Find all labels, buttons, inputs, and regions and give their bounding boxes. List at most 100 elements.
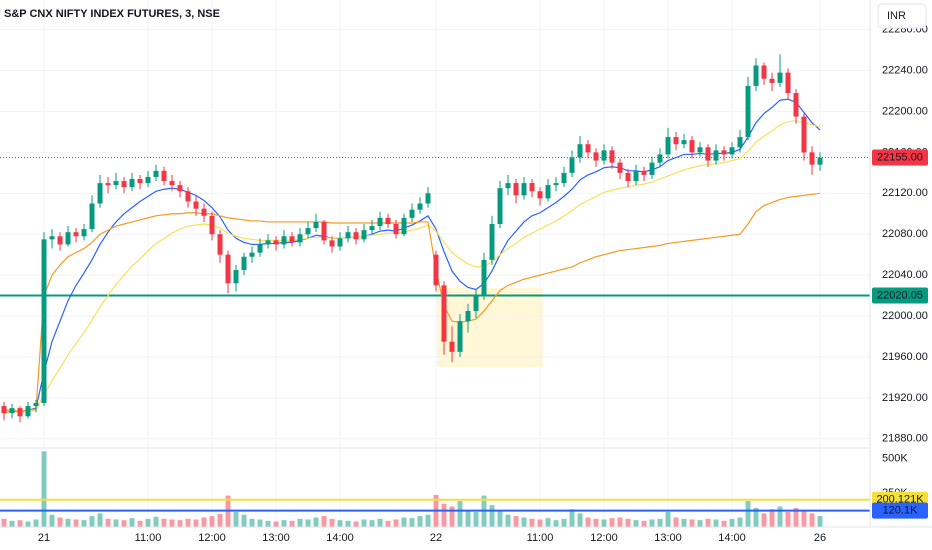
volume-bar bbox=[185, 518, 191, 527]
volume-bar bbox=[521, 517, 527, 527]
candle-body bbox=[281, 236, 287, 245]
candle-body bbox=[113, 181, 119, 186]
volume-bar bbox=[529, 518, 535, 527]
candle-body bbox=[729, 147, 735, 155]
y-tick-label: 22000.00 bbox=[882, 310, 928, 322]
candle-body bbox=[577, 144, 583, 158]
volume-bar bbox=[633, 520, 639, 527]
volume-bar bbox=[265, 520, 271, 527]
candle-body bbox=[153, 170, 159, 177]
candle-body bbox=[449, 341, 455, 352]
x-tick-label: 11:00 bbox=[135, 532, 162, 544]
y-tick-label: 21960.00 bbox=[882, 351, 928, 363]
volume-bar bbox=[385, 520, 391, 527]
candle-body bbox=[129, 178, 135, 188]
volume-bar bbox=[209, 516, 215, 527]
volume-bar bbox=[705, 518, 711, 527]
volume-bar bbox=[625, 518, 631, 527]
candle-body bbox=[785, 72, 791, 94]
candle-body bbox=[177, 185, 183, 192]
volume-bar bbox=[585, 517, 591, 527]
candle-body bbox=[689, 140, 695, 153]
volume-tick-label: 500K bbox=[882, 453, 908, 465]
candle-body bbox=[193, 201, 199, 209]
candle-body bbox=[745, 85, 751, 138]
volume-bar bbox=[513, 516, 519, 527]
volume-bar bbox=[105, 518, 111, 527]
volume-bar bbox=[681, 518, 687, 527]
volume-bar bbox=[137, 520, 143, 527]
y-tick-label: 22080.00 bbox=[882, 228, 928, 240]
candle-body bbox=[457, 321, 463, 352]
volume-bar bbox=[737, 517, 743, 527]
currency-button[interactable] bbox=[877, 3, 927, 29]
volume-bar bbox=[129, 518, 135, 527]
volume-bar bbox=[121, 520, 127, 527]
candle-body bbox=[145, 176, 151, 184]
candle-body bbox=[1, 406, 7, 414]
volume-bar bbox=[785, 512, 791, 527]
volume-bar bbox=[289, 520, 295, 527]
volume-bar bbox=[689, 519, 695, 527]
volume-bar bbox=[145, 518, 151, 527]
volume-bar bbox=[601, 519, 607, 527]
candle-body bbox=[673, 137, 679, 145]
candle-body bbox=[497, 188, 503, 224]
candle-body bbox=[201, 208, 207, 216]
volume-bar bbox=[273, 521, 279, 527]
candle-body bbox=[209, 215, 215, 235]
candle-body bbox=[513, 183, 519, 196]
candle-body bbox=[553, 183, 559, 186]
volume-bar bbox=[753, 507, 759, 527]
candle-body bbox=[441, 285, 447, 342]
y-tick-label: 22200.00 bbox=[882, 105, 928, 117]
x-tick-label: 22 bbox=[430, 532, 442, 544]
candle-body bbox=[225, 254, 231, 284]
volume-bar bbox=[153, 516, 159, 527]
x-tick-label: 13:00 bbox=[262, 532, 290, 544]
candle-body bbox=[769, 78, 775, 83]
volume-bar bbox=[377, 518, 383, 527]
candle-body bbox=[409, 209, 415, 218]
candle-body bbox=[105, 183, 111, 186]
volume-bar bbox=[665, 512, 671, 527]
candle-body bbox=[481, 259, 487, 296]
price-line-label: 22155.00 bbox=[877, 151, 923, 163]
axis: 21880.00 21920.00 21960.00 22000.00 22040.00… bbox=[38, 24, 928, 544]
indicator-line bbox=[4, 192, 821, 412]
volume-bar bbox=[537, 519, 543, 527]
candle-body bbox=[369, 226, 375, 231]
candle-body bbox=[41, 239, 47, 403]
volume-bar bbox=[609, 518, 615, 527]
x-tick-label: 12:00 bbox=[198, 532, 226, 544]
volume-level-label: 120.1K bbox=[883, 505, 919, 517]
candle-body bbox=[465, 310, 471, 322]
volume-bar bbox=[313, 517, 319, 527]
currency-label[interactable]: INR bbox=[887, 10, 906, 22]
candle-body bbox=[9, 408, 15, 414]
candle-body bbox=[753, 65, 759, 86]
candle-body bbox=[585, 144, 591, 153]
candle-body bbox=[617, 162, 623, 173]
volume-bar bbox=[305, 519, 311, 527]
candle-body bbox=[521, 183, 527, 196]
x-tick-label: 13:00 bbox=[654, 532, 682, 544]
volume-bar bbox=[201, 517, 207, 527]
candle-body bbox=[81, 229, 87, 237]
volume-bar bbox=[465, 510, 471, 527]
candle-body bbox=[321, 221, 327, 241]
volume-bar bbox=[505, 514, 511, 527]
volume-bar bbox=[817, 516, 823, 527]
candle-body bbox=[489, 224, 495, 260]
x-tick-label: 11:00 bbox=[527, 532, 554, 544]
candle-body bbox=[361, 230, 367, 240]
candle-body bbox=[705, 147, 711, 161]
volume-bar bbox=[249, 518, 255, 527]
volume-bar bbox=[161, 518, 167, 527]
y-tick-label: 22040.00 bbox=[882, 269, 928, 281]
volume-bar bbox=[769, 509, 775, 527]
plot bbox=[0, 0, 870, 527]
candle-body bbox=[793, 93, 799, 117]
candle-body bbox=[721, 150, 727, 155]
candle-body bbox=[609, 150, 615, 163]
